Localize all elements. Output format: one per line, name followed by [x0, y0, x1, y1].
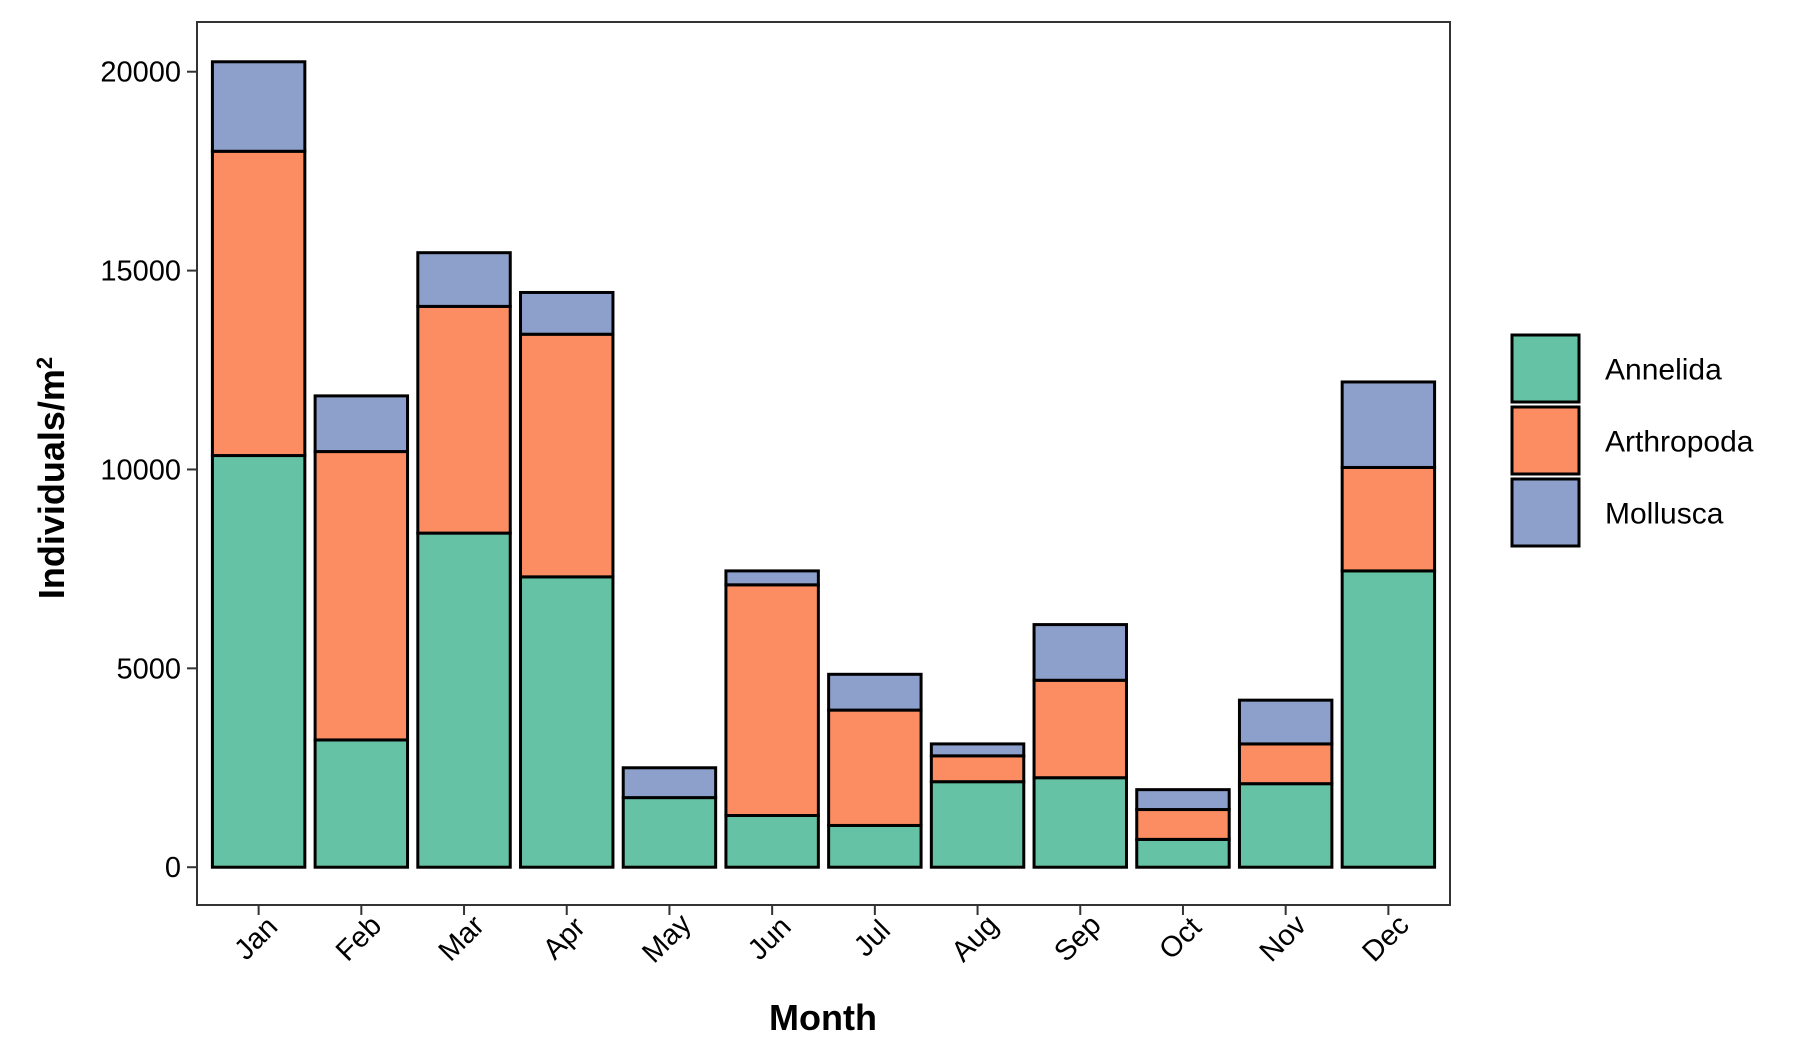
- bar-jul-annelida: [827, 823, 923, 869]
- legend: Annelida Arthropoda Mollusca: [1510, 333, 1754, 548]
- bar-aug-mollusca: [929, 742, 1026, 758]
- x-tick-label-oct: Oct: [1153, 911, 1208, 966]
- y-axis-title-superscript: 2: [32, 357, 57, 369]
- bar-jan-arthropoda: [210, 149, 307, 458]
- x-axis-title: Month: [769, 997, 877, 1038]
- legend-key-arthropoda: [1510, 405, 1581, 476]
- bar-apr-annelida: [519, 575, 615, 869]
- legend-key-mollusca: [1510, 477, 1581, 548]
- bar-feb-annelida: [313, 738, 410, 869]
- x-tick-label-nov: Nov: [1254, 909, 1313, 968]
- bar-jul-mollusca: [827, 672, 923, 712]
- x-tick-label-sep: Sep: [1048, 909, 1107, 968]
- bar-dec-annelida: [1340, 569, 1437, 869]
- bar-oct-annelida: [1135, 837, 1231, 869]
- y-axis-title: Individuals/m2: [31, 357, 72, 599]
- bar-oct-arthropoda: [1135, 808, 1231, 841]
- bar-dec-arthropoda: [1340, 465, 1437, 573]
- x-tick-label-may: May: [636, 908, 698, 970]
- bar-nov-annelida: [1237, 782, 1334, 869]
- bar-feb-mollusca: [313, 394, 410, 454]
- bar-sep-mollusca: [1032, 623, 1128, 682]
- y-axis: 0 5000 10000 15000 20000: [100, 57, 197, 884]
- bar-mar-arthropoda: [416, 304, 512, 535]
- bar-jun-arthropoda: [724, 583, 820, 818]
- legend-key-annelida: [1510, 333, 1581, 404]
- x-tick-label-jul: Jul: [848, 914, 897, 963]
- y-axis-title-main: Individuals/m: [31, 369, 72, 599]
- x-tick-label-jun: Jun: [742, 911, 798, 967]
- bar-mar-mollusca: [416, 251, 512, 308]
- bar-apr-arthropoda: [519, 332, 615, 579]
- bar-nov-arthropoda: [1237, 742, 1334, 786]
- bar-dec-mollusca: [1340, 380, 1437, 469]
- x-tick-label-aug: Aug: [946, 909, 1005, 968]
- bar-nov-mollusca: [1237, 698, 1334, 746]
- bar-sep-annelida: [1032, 776, 1128, 869]
- x-tick-label-dec: Dec: [1356, 909, 1415, 968]
- y-tick-label: 0: [165, 852, 181, 884]
- x-tick-label-apr: Apr: [537, 911, 592, 966]
- bar-mar-annelida: [416, 531, 512, 869]
- y-tick-label: 15000: [100, 256, 181, 288]
- bar-aug-arthropoda: [929, 754, 1026, 784]
- bar-may-annelida: [621, 796, 718, 869]
- bar-sep-arthropoda: [1032, 678, 1128, 780]
- bars-layer: [210, 60, 1437, 869]
- bar-jan-mollusca: [210, 60, 307, 153]
- bar-oct-mollusca: [1135, 788, 1231, 812]
- y-tick-label: 10000: [100, 454, 181, 486]
- legend-label-annelida: Annelida: [1605, 354, 1722, 387]
- x-tick-label-mar: Mar: [433, 909, 491, 967]
- bar-apr-mollusca: [519, 290, 615, 336]
- y-tick-label: 20000: [100, 57, 181, 89]
- bar-jan-annelida: [210, 454, 307, 869]
- bar-may-mollusca: [621, 766, 718, 800]
- bar-feb-arthropoda: [313, 450, 410, 742]
- bar-aug-annelida: [929, 780, 1026, 869]
- bar-jun-annelida: [724, 814, 820, 869]
- x-tick-label-jan: Jan: [228, 911, 284, 967]
- bar-jun-mollusca: [724, 569, 820, 587]
- x-tick-label-feb: Feb: [330, 910, 388, 968]
- y-tick-label: 5000: [116, 653, 181, 685]
- legend-label-arthropoda: Arthropoda: [1605, 426, 1754, 459]
- legend-label-mollusca: Mollusca: [1605, 498, 1724, 531]
- bar-jul-arthropoda: [827, 708, 923, 827]
- x-axis: Jan Feb Mar Apr May Jun Jul Aug Sep Oct Nov Dec: [228, 905, 1416, 970]
